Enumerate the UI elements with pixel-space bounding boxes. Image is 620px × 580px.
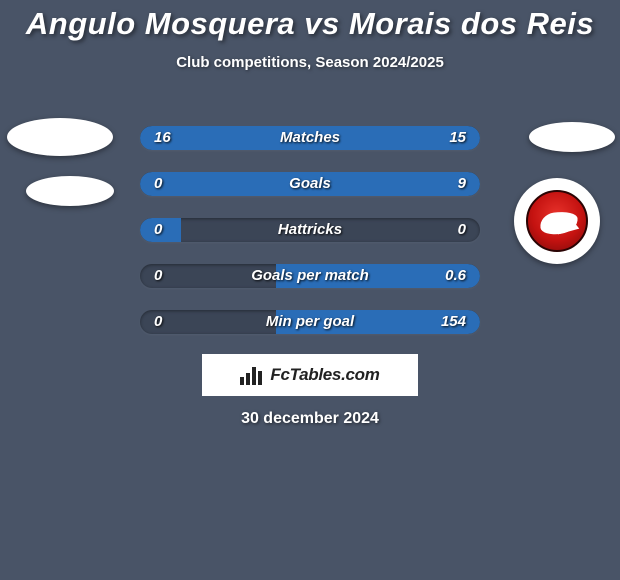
madura-united-crest-icon: [526, 190, 588, 252]
stat-row: 09Goals: [140, 172, 480, 196]
right-club-badge: [514, 178, 600, 264]
stat-row: 1615Matches: [140, 126, 480, 150]
left-player-badge-1: [7, 118, 113, 156]
right-player-badge-1: [529, 122, 615, 152]
stat-row: 00.6Goals per match: [140, 264, 480, 288]
left-player-badge-2: [26, 176, 114, 206]
stat-label: Hattricks: [140, 218, 480, 242]
fctables-branding: FcTables.com: [202, 354, 418, 396]
branding-text: FcTables.com: [270, 365, 379, 385]
stat-label: Matches: [140, 126, 480, 150]
snapshot-date: 30 december 2024: [0, 410, 620, 428]
page-title: Angulo Mosquera vs Morais dos Reis: [0, 0, 620, 42]
stat-label: Goals: [140, 172, 480, 196]
stat-label: Goals per match: [140, 264, 480, 288]
stats-container: 1615Matches 09Goals 00Hattricks 00.6Goals p…: [140, 126, 480, 356]
page-subtitle: Club competitions, Season 2024/2025: [0, 54, 620, 71]
stat-row: 00Hattricks: [140, 218, 480, 242]
bar-chart-icon: [240, 365, 264, 385]
stat-label: Min per goal: [140, 310, 480, 334]
stat-row: 0154Min per goal: [140, 310, 480, 334]
